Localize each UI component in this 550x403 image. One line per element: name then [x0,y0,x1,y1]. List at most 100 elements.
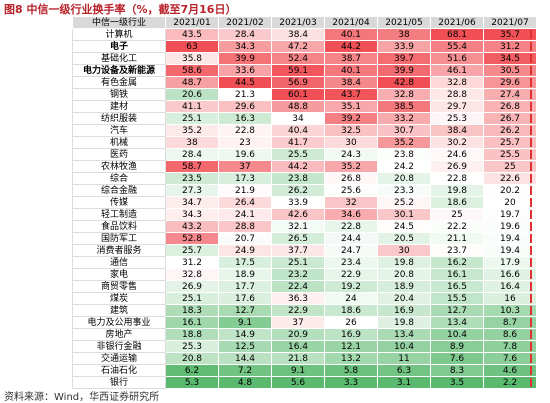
heat-cell: 25.7 [165,244,219,257]
cell-value: 59.1 [287,65,309,76]
heat-cell: 34.6 [324,208,378,221]
heat-cell: 21.1 [430,232,484,245]
heat-cell: 16.9 [324,328,378,341]
heat-cell: 31.2 [165,256,219,269]
heat-cell: 10.4 [377,340,431,353]
cell-value: 58.6 [181,65,203,76]
heat-cell: 56.9 [271,76,325,89]
trend-tick [530,306,532,315]
cell-value: 26.9 [446,161,468,172]
cell-value: 25 [451,209,463,220]
heat-cell: 34.7 [165,196,219,209]
cell-value: 41.7 [287,137,309,148]
heat-cell: 18.3 [165,304,219,317]
cell-value: 43.5 [181,29,203,40]
heat-cell: 42.6 [271,208,325,221]
heat-cell: 32 [324,196,378,209]
cell-value: 29.6 [234,101,256,112]
heat-cell: 21.8 [271,352,325,365]
heat-cell: 48.8 [271,100,325,113]
heat-cell: 14.9 [218,328,272,341]
cell-value: 46.1 [446,65,468,76]
heat-cell: 26.4 [218,196,272,209]
cell-value: 22.9 [287,305,309,316]
cell-value: 32.1 [287,221,309,232]
cell-value: 35.7 [499,29,521,40]
cell-value: 47.2 [287,41,309,52]
cell-value: 3.5 [449,377,465,388]
industry-name: 汽车 [72,124,166,137]
column-header: 2021/01 [165,16,219,29]
cell-value: 34.7 [181,197,203,208]
cell-value: 20.4 [393,293,415,304]
cell-value: 22.4 [287,281,309,292]
heat-cell: 29.6 [483,76,537,89]
cell-value: 37 [239,161,251,172]
column-header: 2021/07 [483,16,537,29]
trend-tick [530,30,532,39]
cell-value: 19.8 [393,257,415,268]
heat-cell: 26.8 [483,100,537,113]
cell-value: 38 [398,29,410,40]
cell-value: 30 [398,245,410,256]
cell-value: 21.8 [287,353,309,364]
heat-cell: 38 [377,28,431,41]
heat-cell: 16.6 [483,268,537,281]
cell-value: 24.7 [340,245,362,256]
column-header: 2021/02 [218,16,272,29]
cell-value: 24.9 [234,245,256,256]
cell-value: 52.8 [181,233,203,244]
heat-cell: 63 [165,40,219,53]
cell-value: 25.1 [181,113,203,124]
cell-value: 25.5 [499,149,521,160]
heat-cell: 35.2 [377,136,431,149]
cell-value: 7.6 [502,353,518,364]
column-header: 中信一级行业 [72,16,166,29]
heat-cell: 10.3 [483,304,537,317]
cell-value: 30 [345,137,357,148]
cell-value: 19.2 [340,281,362,292]
heat-cell: 12.7 [430,304,484,317]
heat-cell: 59.1 [271,64,325,77]
heat-cell: 9.1 [271,364,325,377]
table-row: 建材 41.1 29.6 48.8 35.1 38.5 29.7 26.8 [72,100,537,113]
cell-value: 5.6 [290,377,306,388]
column-header: 2021/06 [430,16,484,29]
cell-value: 14.4 [234,353,256,364]
cell-value: 24.3 [340,149,362,160]
cell-value: 16.1 [181,317,203,328]
table-row: 国防军工 52.8 20.7 26.5 24.4 20.5 21.1 19.4 [72,232,537,245]
table-row: 煤炭 25.1 17.6 36.3 24 20.4 15.5 16 [72,292,537,305]
table-row: 传媒 34.7 26.4 33.9 32 25.2 18.6 20 [72,196,537,209]
cell-value: 19.7 [499,209,521,220]
heat-cell: 4.6 [483,364,537,377]
cell-value: 21.9 [234,185,256,196]
heat-cell: 40.1 [324,28,378,41]
cell-value: 25.3 [446,113,468,124]
cell-value: 29.6 [499,77,521,88]
column-header: 2021/05 [377,16,431,29]
heat-cell: 8.6 [483,328,537,341]
heat-cell: 5.3 [165,376,219,389]
industry-name: 电力及公用事业 [72,316,166,329]
industry-name: 电力设备及新能源 [72,64,166,77]
heat-cell: 33.9 [377,40,431,53]
table-wrap: 中信一级行业 2021/01 2021/02 2021/03 2021/04 2021/0… [72,16,537,389]
cell-value: 30.2 [446,137,468,148]
cell-value: 18.3 [181,305,203,316]
cell-value: 8.6 [502,329,518,340]
heat-cell: 3.5 [430,376,484,389]
trend-tick [530,54,532,63]
heat-cell: 21.3 [218,88,272,101]
cell-value: 24.6 [446,149,468,160]
heat-cell: 33.9 [271,196,325,209]
heat-cell: 17.3 [218,172,272,185]
trend-tick [530,222,532,231]
heat-cell: 60.1 [271,88,325,101]
trend-tick [530,66,532,75]
trend-tick [530,246,532,255]
heat-cell: 34.3 [165,208,219,221]
cell-value: 34.5 [499,53,521,64]
heat-cell: 16.1 [430,268,484,281]
cell-value: 18.6 [340,305,362,316]
